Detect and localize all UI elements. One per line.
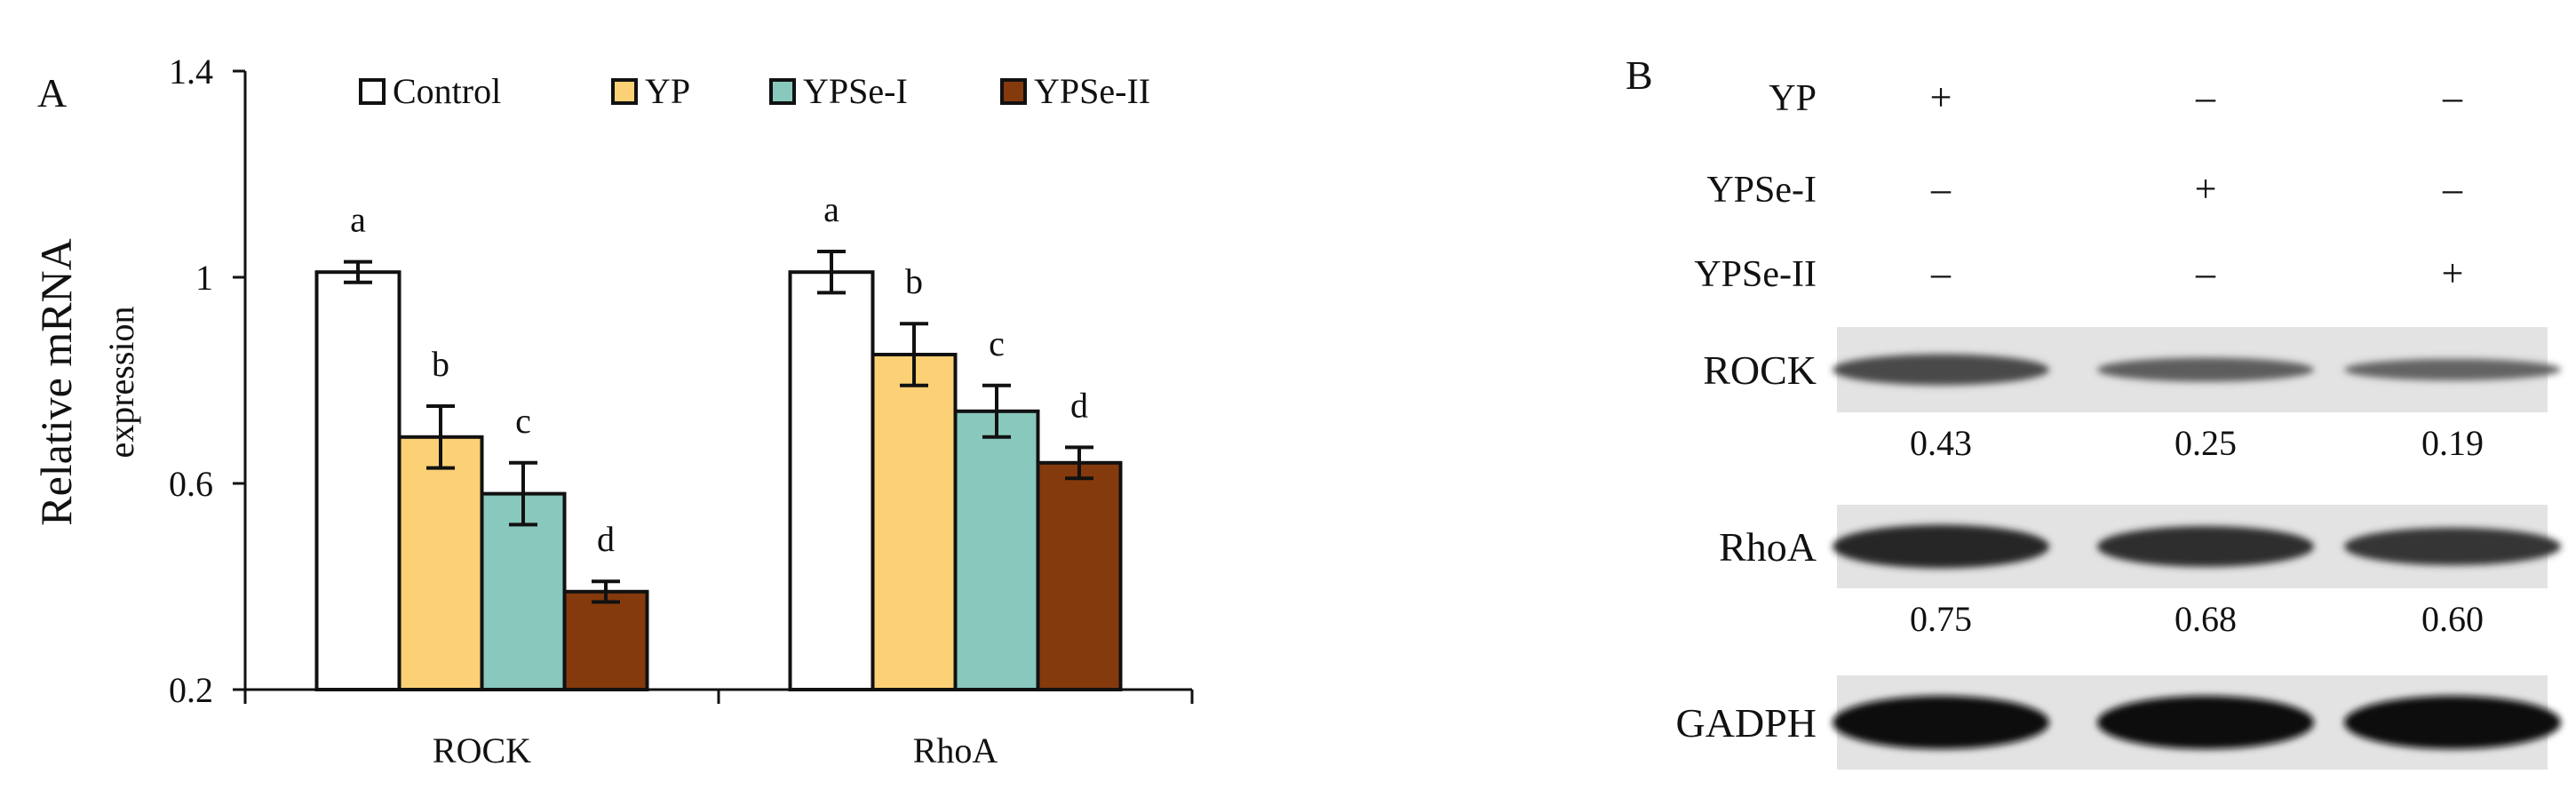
panel-a-label: A	[37, 70, 67, 116]
blot-band-rock	[2344, 358, 2561, 381]
significance-letter: d	[1070, 385, 1088, 425]
bar-yp-rock	[397, 435, 484, 691]
y-tick-label: 0.6	[169, 464, 213, 504]
condition-mark: –	[1930, 251, 1952, 295]
blot-band-rock	[2097, 357, 2314, 382]
condition-mark: –	[2442, 76, 2463, 119]
significance-letter: b	[905, 261, 923, 301]
densitometry-value: 0.25	[2174, 423, 2237, 463]
blot-label-gadph: GADPH	[1676, 700, 1817, 746]
densitometry-value: 0.75	[1910, 599, 1972, 639]
panel-b-label: B	[1626, 52, 1653, 98]
legend-swatch-control	[359, 78, 386, 105]
blot-label-rock: ROCK	[1703, 347, 1817, 393]
bar-ypse-i-rhoa	[953, 409, 1040, 691]
condition-mark: –	[2195, 76, 2216, 119]
chart-legend: Control YP YPSe-I YPSe-II	[359, 71, 1150, 111]
blot-band-rock	[1833, 354, 2049, 386]
significance-letter: a	[350, 200, 366, 240]
bar-control-rock	[314, 270, 402, 691]
x-category-label: ROCK	[433, 730, 531, 770]
condition-label-ypse-ii: YPSe-II	[1694, 254, 1817, 295]
condition-mark: +	[2195, 167, 2217, 211]
y-tick-label: 1	[195, 258, 213, 298]
blot-band-gadph	[1833, 696, 2049, 749]
bar-ypse-ii-rhoa	[1036, 460, 1123, 691]
condition-mark: +	[2442, 251, 2464, 295]
y-tick-label: 0.2	[169, 670, 213, 710]
bar-control-rhoa	[788, 270, 875, 691]
condition-mark: –	[1930, 167, 1952, 211]
y-tick-label: 1.4	[169, 52, 213, 92]
blot-band-rhoa	[2344, 527, 2561, 566]
condition-mark: +	[1930, 76, 1952, 119]
densitometry-value: 0.68	[2174, 599, 2237, 639]
legend-label: YPSe-II	[1034, 71, 1150, 111]
legend-swatch-ypse-ii	[1000, 78, 1027, 105]
bar-ypse-ii-rock	[562, 589, 649, 691]
legend-swatch-yp	[611, 78, 638, 105]
condition-mark: –	[2195, 251, 2216, 295]
condition-label-yp: YP	[1769, 78, 1817, 119]
blot-label-rhoa: RhoA	[1719, 524, 1817, 570]
legend-swatch-ypse-i	[769, 78, 796, 105]
significance-letter: a	[823, 189, 839, 229]
x-category-label: RhoA	[913, 730, 998, 770]
legend-label: YPSe-I	[803, 71, 908, 111]
densitometry-value: 0.19	[2421, 423, 2484, 463]
significance-letter: d	[597, 519, 615, 559]
blot-band-gadph	[2344, 696, 2561, 749]
condition-mark: –	[2442, 167, 2463, 211]
densitometry-value: 0.43	[1910, 423, 1972, 463]
condition-label-ypse-i: YPSe-I	[1706, 170, 1817, 211]
legend-label: YP	[645, 71, 690, 111]
legend-label: Control	[393, 71, 501, 111]
western-blot-panel: YP + – – YPSe-I – + – YPSe-II – – + ROCK 0.43 0.25 0.19…	[1676, 76, 2561, 770]
significance-letter: b	[432, 344, 449, 384]
significance-letter: c	[515, 401, 531, 441]
y-axis-title: Relative mRNA	[31, 238, 81, 526]
bar-yp-rhoa	[871, 353, 958, 691]
densitometry-value: 0.60	[2421, 599, 2484, 639]
blot-band-rhoa	[1833, 524, 2049, 569]
y-axis-subtitle: expression	[101, 306, 141, 458]
chart-bars: a b c d a b c d	[314, 189, 1123, 691]
blot-band-rhoa	[2097, 526, 2314, 567]
significance-letter: c	[989, 323, 1005, 363]
blot-band-gadph	[2097, 696, 2314, 749]
